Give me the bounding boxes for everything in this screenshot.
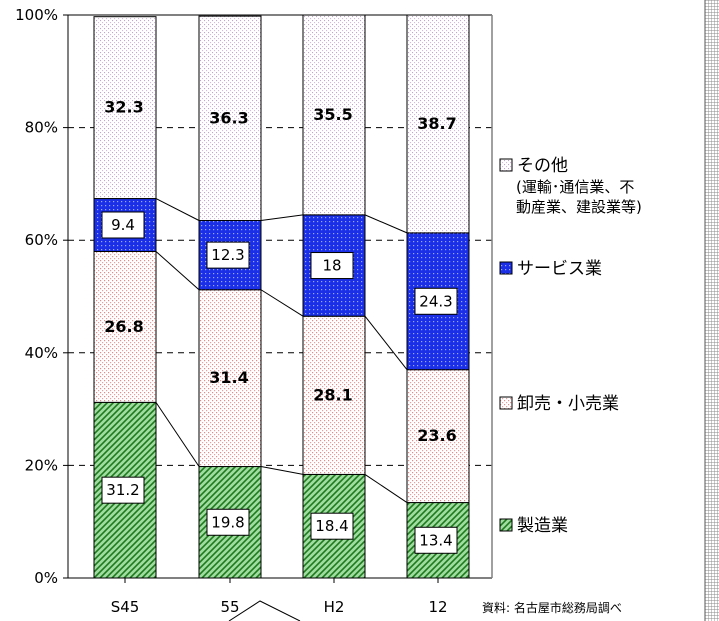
segment-connector (155, 251, 200, 291)
data-label: 23.6 (417, 426, 456, 445)
data-label: 31.4 (209, 368, 248, 387)
legend-swatch (499, 518, 513, 532)
legend-label-detail: (運輸･通信業、不 (516, 178, 634, 196)
segment-connector (260, 214, 304, 221)
x-tick-label: 55 (220, 598, 239, 616)
data-label: 36.3 (209, 108, 248, 127)
data-label: 28.1 (313, 385, 352, 404)
data-label: 35.5 (313, 105, 352, 124)
x-tick-label: H2 (324, 598, 345, 616)
segment-connector (260, 289, 304, 317)
segment-connector (155, 402, 200, 467)
segment-connector (364, 214, 408, 234)
legend-label: 製造業 (517, 516, 568, 536)
x-tick-label: 12 (428, 598, 447, 616)
y-tick-label: 80% (25, 119, 58, 137)
y-tick-label: 0% (34, 569, 58, 587)
data-label: 19.8 (211, 513, 244, 531)
data-label-box (206, 508, 250, 536)
data-label: 9.4 (111, 216, 135, 234)
legend-label-detail: 動産業、建設業等) (516, 198, 642, 216)
y-tick-label: 60% (25, 231, 58, 249)
legend-label: サービス業 (517, 259, 602, 279)
data-label: 18 (322, 257, 341, 275)
legend-label: その他 (517, 156, 568, 176)
bar-segment (302, 14, 366, 216)
bar-segment (93, 250, 157, 403)
data-label: 12.3 (211, 246, 244, 264)
segment-connector (364, 473, 408, 503)
data-label: 38.7 (417, 114, 456, 133)
data-label-box (101, 476, 145, 504)
data-label: 13.4 (419, 531, 452, 549)
data-label-box (206, 241, 250, 269)
source-note: 資料: 名古屋市総務局調べ (482, 600, 622, 615)
segment-connector (260, 466, 304, 475)
data-label: 31.2 (106, 481, 139, 499)
legend-swatch (499, 158, 513, 172)
data-label-box (310, 252, 354, 280)
legend-swatch (499, 396, 513, 410)
y-tick-label: 100% (15, 6, 58, 24)
data-label: 26.8 (104, 317, 143, 336)
y-tick-label: 20% (25, 456, 58, 474)
legend-swatch (499, 261, 513, 275)
data-label-box (414, 526, 458, 554)
data-label: 32.3 (104, 98, 143, 117)
bar-segment (198, 289, 262, 468)
bar-segment (93, 16, 157, 200)
axis-break-mark (228, 600, 301, 621)
edge-strip (705, 0, 719, 621)
bar-segment (406, 14, 470, 234)
bar-segment (406, 369, 470, 504)
x-tick-label: S45 (111, 598, 140, 616)
segment-connector (155, 198, 200, 221)
y-tick-label: 40% (25, 344, 58, 362)
bar-segment (302, 315, 366, 475)
segment-connector (364, 315, 408, 370)
data-label-box (414, 287, 458, 315)
data-label-box (310, 512, 354, 540)
data-label-box (101, 211, 145, 239)
data-label: 24.3 (419, 292, 452, 310)
bar-segment (198, 15, 262, 221)
legend-label: 卸売・小売業 (517, 394, 619, 414)
data-label: 18.4 (315, 517, 348, 535)
